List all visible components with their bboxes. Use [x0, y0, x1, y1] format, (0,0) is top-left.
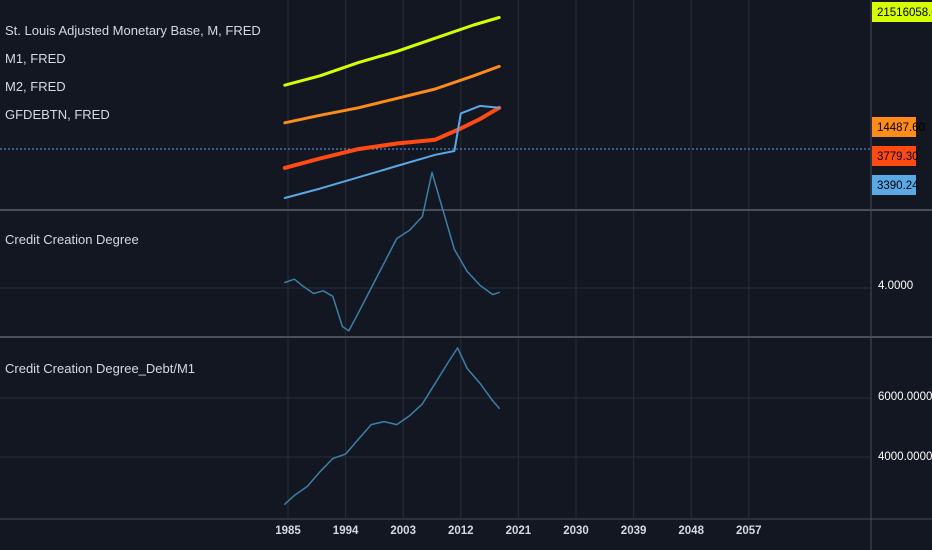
indicator-title-debt-m1[interactable]: Credit Creation Degree_Debt/M1: [5, 361, 195, 376]
price-badge-3: 3390.24: [872, 175, 919, 195]
x-tick-label-1985: 1985: [275, 525, 301, 537]
x-tick-label-2030: 2030: [563, 525, 589, 537]
series-line-debt-m1: [284, 347, 500, 505]
series-line-credit-creation-degree: [284, 171, 500, 332]
x-axis-ticks: 1985 1994 2003 2012 2021 2030 2039 2048 2057: [275, 525, 761, 537]
x-tick-label-1994: 1994: [333, 525, 359, 537]
x-tick-label-2048: 2048: [678, 525, 704, 537]
series-layer: [282, 16, 502, 505]
price-badge-0: 21516058.00: [872, 2, 932, 22]
price-badge-bg-0: [872, 2, 932, 22]
legend-series-base[interactable]: St. Louis Adjusted Monetary Base, M, FRE…: [5, 23, 261, 38]
price-badge-label-1: 14487.60: [877, 122, 925, 134]
price-badge-bg-2: [872, 146, 916, 166]
series-line-base: [283, 16, 501, 87]
price-badge-1: 14487.60: [872, 117, 925, 137]
price-badge-bg-3: [872, 175, 916, 195]
axis-label-debt-4000: 4000.0000: [878, 451, 932, 463]
series-line-m1: [283, 104, 501, 199]
price-badge-bg-1: [872, 117, 916, 137]
grid-lines: [0, 0, 871, 518]
price-badge-2: 3779.30: [872, 146, 919, 166]
indicator-title-credit-creation[interactable]: Credit Creation Degree: [5, 232, 139, 247]
legend-series-debt[interactable]: GFDEBTN, FRED: [5, 107, 110, 122]
axis-label-ccd: 4.0000: [878, 280, 913, 292]
x-tick-label-2012: 2012: [448, 525, 474, 537]
price-badge-label-2: 3779.30: [877, 151, 919, 163]
price-badge-label-3: 3390.24: [877, 180, 919, 192]
x-tick-label-2057: 2057: [736, 525, 762, 537]
price-badge-label-0: 21516058.00: [877, 7, 932, 19]
price-badges: 21516058.00 14487.60 3779.30 3390.24: [872, 2, 932, 195]
x-tick-label-2003: 2003: [390, 525, 416, 537]
series-line-m2: [283, 64, 501, 125]
x-tick-label-2021: 2021: [506, 525, 532, 537]
legend-series-m2[interactable]: M2, FRED: [5, 79, 66, 94]
axis-label-debt-6000: 6000.0000: [878, 391, 932, 403]
x-tick-label-2039: 2039: [621, 525, 647, 537]
legend-series-m1[interactable]: M1, FRED: [5, 51, 66, 66]
series-line-debt: [282, 105, 502, 170]
